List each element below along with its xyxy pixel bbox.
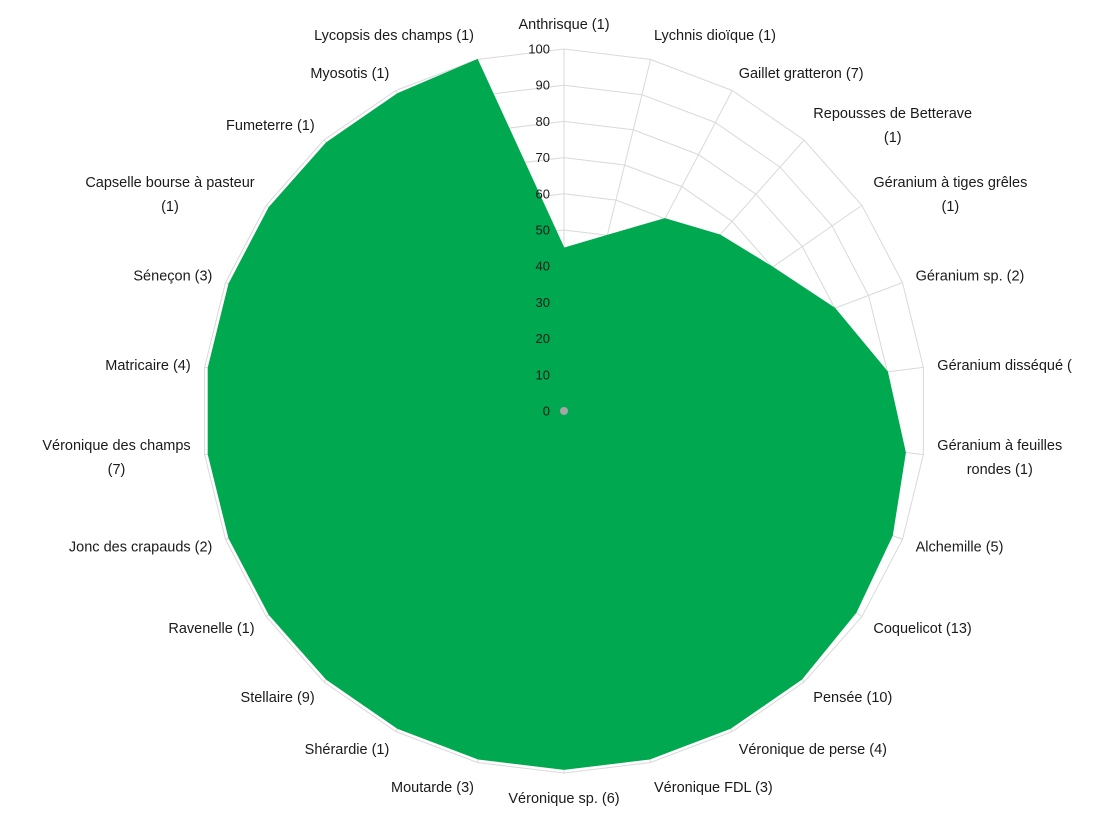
category-label-line: Véronique des champs: [42, 438, 190, 454]
category-label-19: Véronique des champs (7): [42, 438, 190, 478]
category-label-line: Capselle bourse à pasteur: [85, 175, 254, 191]
category-label-line: Alchemille (5): [916, 540, 1004, 556]
tick-label-100: 100: [528, 42, 550, 57]
tick-label-80: 80: [536, 114, 550, 129]
tick-label-0: 0: [543, 404, 550, 419]
tick-label-50: 50: [536, 223, 550, 238]
category-label-line: Véronique de perse (4): [739, 742, 887, 758]
category-label-16: Stellaire (9): [241, 690, 315, 706]
category-label-23: Fumeterre (1): [226, 118, 315, 134]
category-label-line: Ravenelle (1): [168, 621, 254, 637]
tick-label-40: 40: [536, 259, 550, 274]
category-label-line: Séneçon (3): [133, 269, 212, 285]
tick-label-90: 90: [536, 78, 550, 93]
category-label-7: Géranium à feuilles rondes (1): [937, 438, 1062, 478]
category-label-3: Repousses de Betterave (1): [813, 106, 972, 146]
category-label-line: (1): [942, 199, 960, 215]
category-label-line: (7): [108, 462, 126, 478]
category-label-line: Géranium sp. (2): [916, 269, 1025, 285]
category-label-4: Géranium à tiges grêles (1): [873, 175, 1027, 215]
category-label-line: Stellaire (9): [241, 690, 315, 706]
category-label-18: Jonc des crapauds (2): [69, 540, 212, 556]
category-label-line: Moutarde (3): [391, 780, 474, 796]
category-label-20: Matricaire (4): [105, 358, 190, 374]
tick-label-30: 30: [536, 295, 550, 310]
category-label-25: Lycopsis des champs (1): [314, 28, 474, 44]
category-label-line: Gaillet gratteron (7): [739, 66, 864, 82]
category-label-17: Ravenelle (1): [168, 621, 254, 637]
category-label-8: Alchemille (5): [916, 540, 1004, 556]
center-point: [560, 407, 568, 415]
category-label-line: Jonc des crapauds (2): [69, 540, 212, 556]
category-label-2: Gaillet gratteron (7): [739, 66, 864, 82]
series-area-0: [208, 60, 905, 770]
tick-label-20: 20: [536, 331, 550, 346]
category-label-13: Véronique sp. (6): [508, 791, 619, 807]
category-label-line: Shérardie (1): [305, 742, 390, 758]
category-label-line: Géranium à tiges grêles: [873, 175, 1027, 191]
category-label-11: Véronique de perse (4): [739, 742, 887, 758]
category-label-line: Géranium à feuilles: [937, 438, 1062, 454]
category-label-line: (1): [161, 199, 179, 215]
category-label-line: Pensée (10): [813, 690, 892, 706]
tick-label-60: 60: [536, 186, 550, 201]
category-label-line: Véronique FDL (3): [654, 780, 773, 796]
category-label-line: Lychnis dioïque (1): [654, 28, 776, 44]
category-label-line: Géranium disséqué (: [937, 358, 1072, 374]
category-label-24: Myosotis (1): [310, 66, 389, 82]
category-label-5: Géranium sp. (2): [916, 269, 1025, 285]
category-label-12: Véronique FDL (3): [654, 780, 773, 796]
category-label-line: Matricaire (4): [105, 358, 190, 374]
category-label-line: Myosotis (1): [310, 66, 389, 82]
category-label-9: Coquelicot (13): [873, 621, 971, 637]
category-label-21: Séneçon (3): [133, 269, 212, 285]
category-label-line: Repousses de Betterave: [813, 106, 972, 122]
category-label-22: Capselle bourse à pasteur (1): [85, 175, 254, 215]
category-label-6: Géranium disséqué (: [937, 358, 1072, 374]
category-label-line: Anthrisque (1): [518, 17, 609, 33]
category-label-line: Véronique sp. (6): [508, 791, 619, 807]
category-label-1: Lychnis dioïque (1): [654, 28, 776, 44]
category-label-line: rondes (1): [967, 462, 1033, 478]
category-label-line: Lycopsis des champs (1): [314, 28, 474, 44]
category-label-14: Moutarde (3): [391, 780, 474, 796]
category-label-line: (1): [884, 130, 902, 146]
category-label-15: Shérardie (1): [305, 742, 390, 758]
category-label-line: Fumeterre (1): [226, 118, 315, 134]
tick-label-70: 70: [536, 150, 550, 165]
category-label-line: Coquelicot (13): [873, 621, 971, 637]
category-label-0: Anthrisque (1): [518, 17, 609, 33]
category-label-10: Pensée (10): [813, 690, 892, 706]
tick-label-10: 10: [536, 367, 550, 382]
radar-series: [208, 60, 905, 770]
